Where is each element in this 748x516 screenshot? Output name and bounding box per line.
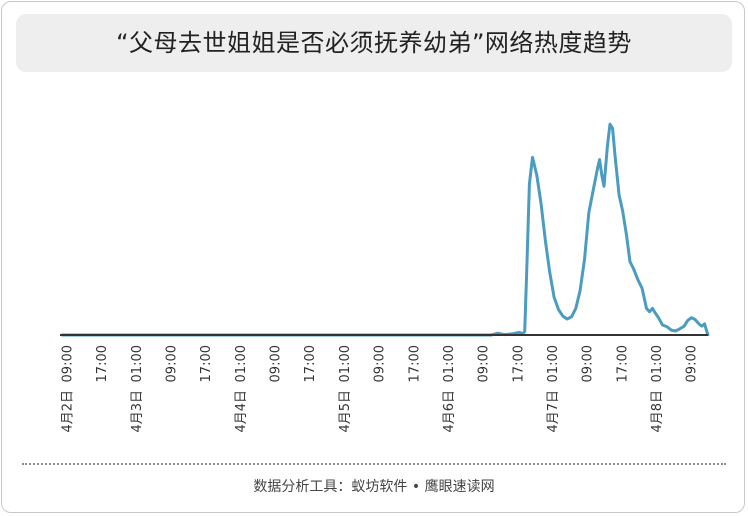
x-tick-label: 17:00 [303, 345, 318, 382]
x-date-label: 4月7日 [546, 390, 561, 433]
chart-title: “父母去世姐姐是否必须抚养幼弟”网络热度趋势 [116, 29, 632, 57]
x-date-label: 4月5日 [338, 390, 353, 433]
x-tick-label: 17:00 [511, 345, 526, 382]
x-tick-label: 17:00 [95, 345, 110, 382]
x-date-label: 4月4日 [234, 390, 249, 433]
x-tick-label: 17:00 [199, 345, 214, 382]
x-tick-label: 01:00 [338, 345, 353, 382]
x-tick-label: 09:00 [373, 345, 388, 382]
x-tick-label: 09:00 [477, 345, 492, 382]
x-date-label: 4月2日 [61, 390, 76, 433]
x-tick-label: 09:00 [165, 345, 180, 382]
x-tick-label: 17:00 [407, 345, 422, 382]
x-tick-label: 01:00 [130, 345, 145, 382]
x-tick-label: 09:00 [269, 345, 284, 382]
x-tick-label: 01:00 [442, 345, 457, 382]
x-date-label: 4月8日 [650, 390, 665, 433]
x-tick-label: 09:00 [581, 345, 596, 382]
x-tick-label: 09:00 [61, 345, 76, 382]
x-tick-label: 17:00 [615, 345, 630, 382]
trend-chart: 09:00 17:00 01:00 09:00 17:00 01:00 09:00 17:00… [60, 122, 710, 433]
x-tick-label: 01:00 [234, 345, 249, 382]
x-tick-label: 09:00 [685, 345, 700, 382]
title-bar: “父母去世姐姐是否必须抚养幼弟”网络热度趋势 [16, 14, 732, 72]
series-line-0 [60, 122, 710, 337]
x-date-label: 4月3日 [130, 390, 145, 433]
footer-divider [22, 463, 726, 465]
x-tick-label: 01:00 [650, 345, 665, 382]
x-date-label: 4月6日 [442, 390, 457, 433]
footer-credit: 数据分析工具：蚁坊软件 • 鹰眼速读网 [253, 479, 495, 495]
x-tick-label: 01:00 [546, 345, 561, 382]
